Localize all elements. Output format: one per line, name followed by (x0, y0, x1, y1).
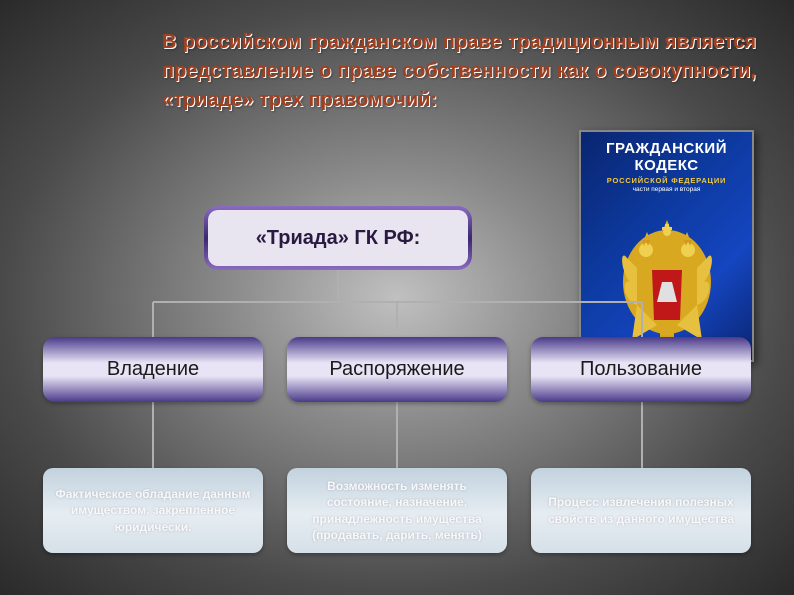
desc-box-rasporyazhenie: Возможность изменять состояние, назначен… (287, 468, 507, 553)
desc-text: Возможность изменять состояние, назначен… (297, 478, 497, 543)
coat-of-arms-icon (602, 210, 732, 350)
desc-box-vladenie: Фактическое обладание данным имуществом,… (43, 468, 263, 553)
diagram-root: «Триада» ГК РФ: (204, 206, 472, 270)
book-parts: части первая и вторая (585, 186, 748, 193)
book-title-block: ГРАЖДАНСКИЙ КОДЕКС РОССИЙСКОЙ ФЕДЕРАЦИИ … (585, 140, 748, 193)
child-box-polzovanie: Пользование (531, 337, 751, 402)
book-subtitle: РОССИЙСКОЙ ФЕДЕРАЦИИ (585, 176, 748, 185)
book-cover: ГРАЖДАНСКИЙ КОДЕКС РОССИЙСКОЙ ФЕДЕРАЦИИ … (579, 130, 754, 362)
child-label: Распоряжение (329, 358, 464, 381)
desc-box-polzovanie: Процесс извлечения полезных свойств из д… (531, 468, 751, 553)
book-title-line2: КОДЕКС (585, 157, 748, 174)
diagram-descriptions-row: Фактическое обладание данным имуществом,… (43, 468, 751, 553)
desc-text: Фактическое обладание данным имуществом,… (53, 486, 253, 535)
desc-text: Процесс извлечения полезных свойств из д… (541, 494, 741, 526)
child-label: Владение (107, 358, 199, 381)
child-label: Пользование (580, 358, 702, 381)
diagram-children-row: Владение Распоряжение Пользование (43, 337, 751, 402)
book-title-line1: ГРАЖДАНСКИЙ (585, 140, 748, 157)
slide-title: В российском гражданском праве традицион… (162, 28, 756, 115)
child-box-vladenie: Владение (43, 337, 263, 402)
child-box-rasporyazhenie: Распоряжение (287, 337, 507, 402)
diagram-root-label: «Триада» ГК РФ: (208, 210, 468, 266)
